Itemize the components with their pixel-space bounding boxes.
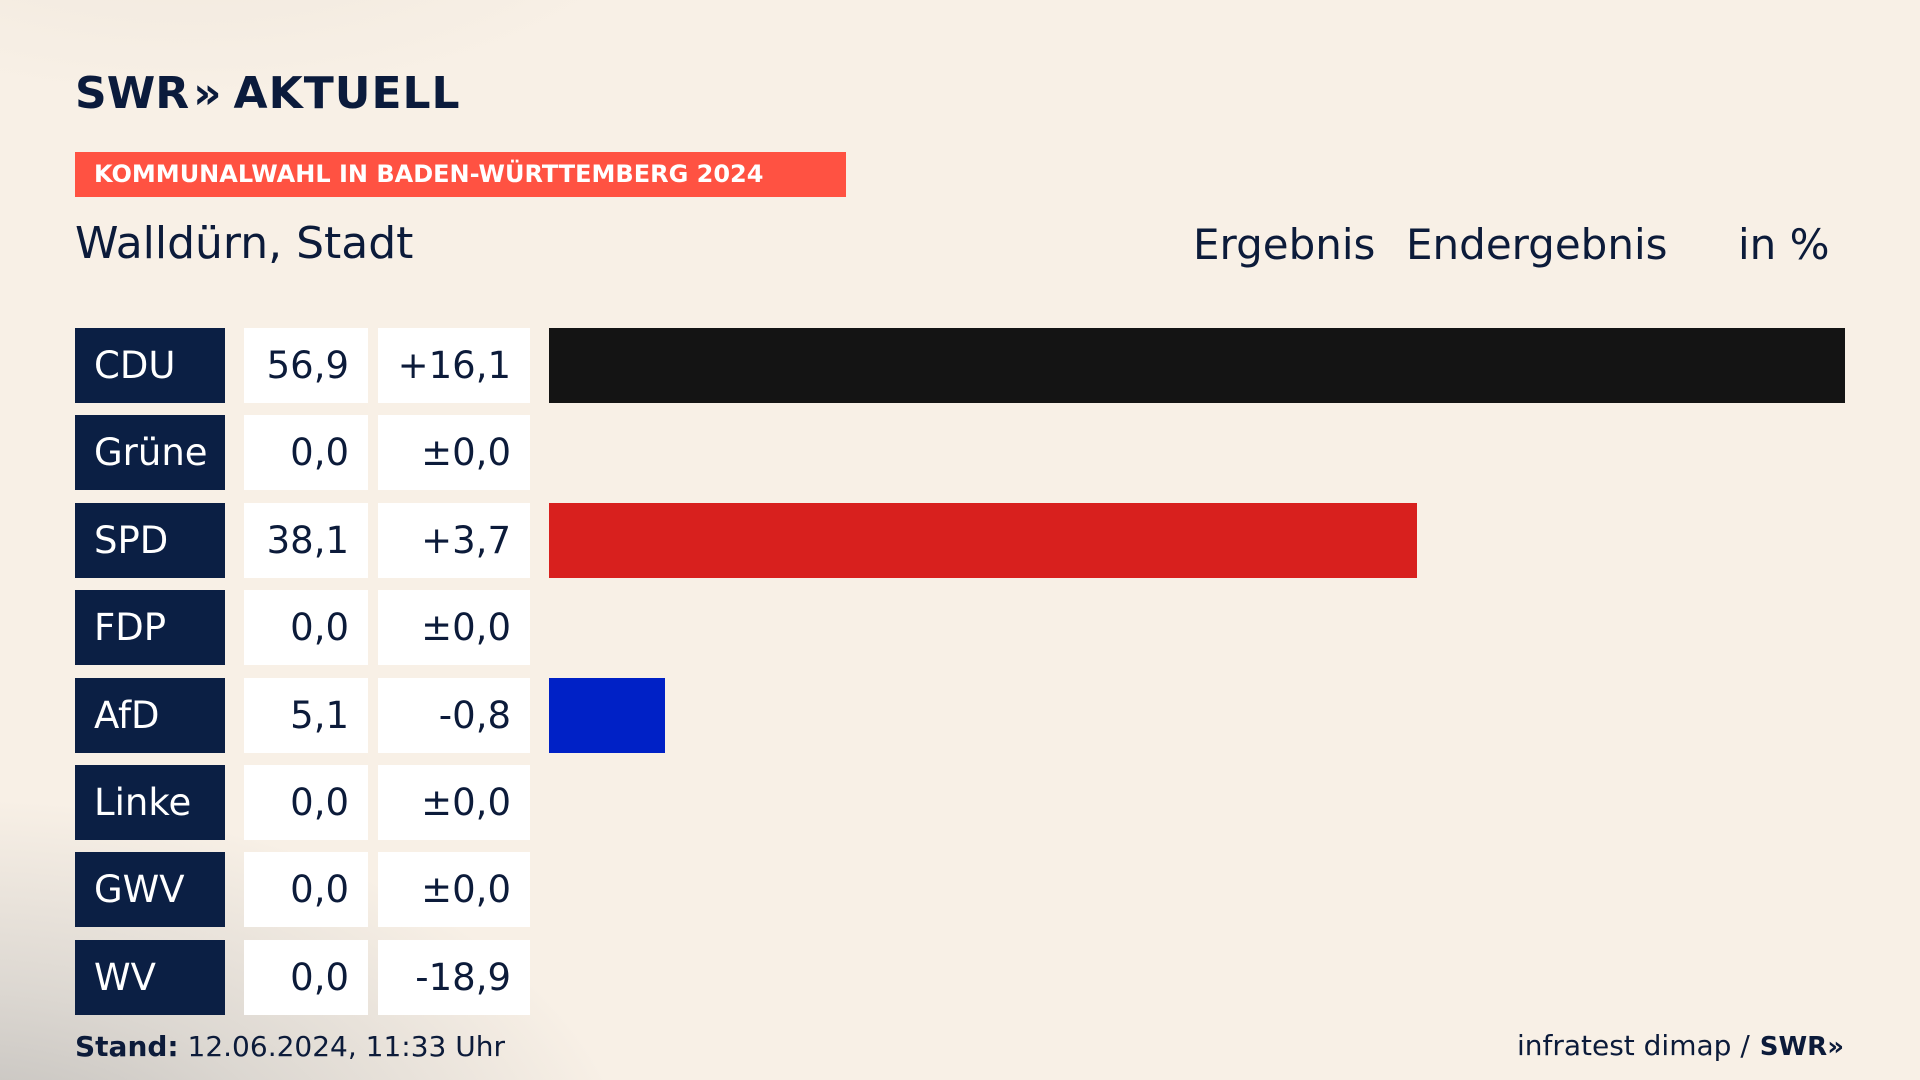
party-label: FDP [75, 590, 225, 666]
change-value: ±0,0 [378, 852, 530, 928]
result-bar [549, 328, 1845, 403]
party-label: Linke [75, 765, 225, 840]
timestamp-value: 12.06.2024, 11:33 Uhr [187, 1030, 505, 1063]
result-row: Linke 0,0 ±0,0 [75, 765, 1845, 840]
change-value: -0,8 [378, 677, 530, 753]
change-value: -18,9 [378, 939, 530, 1015]
party-label: Grüne [75, 415, 225, 491]
party-label: GWV [75, 852, 225, 928]
header-unit: in % [1738, 220, 1830, 269]
swr-aktuell-logo: SWR » AKTUELL [75, 67, 461, 119]
result-value: 0,0 [244, 852, 368, 928]
header-result: Ergebnis [1193, 220, 1376, 269]
party-label: WV [75, 939, 225, 1015]
result-row: Grüne 0,0 ±0,0 [75, 415, 1845, 491]
header-final: Endergebnis [1406, 220, 1668, 269]
result-value: 5,1 [244, 677, 368, 753]
logo-chevrons-icon: » [193, 67, 222, 119]
swr-small-logo: SWR» [1759, 1032, 1844, 1062]
result-value: 0,0 [244, 939, 368, 1015]
election-banner: KOMMUNALWAHL IN BADEN-WÜRTTEMBERG 2024 [75, 152, 846, 197]
change-value: ±0,0 [378, 765, 530, 840]
result-row: SPD 38,1 +3,7 [75, 502, 1845, 578]
timestamp: Stand: 12.06.2024, 11:33 Uhr [75, 1030, 505, 1063]
result-value: 0,0 [244, 415, 368, 491]
logo-product: AKTUELL [233, 67, 461, 119]
result-row: GWV 0,0 ±0,0 [75, 852, 1845, 928]
result-value: 0,0 [244, 765, 368, 840]
change-value: ±0,0 [378, 415, 530, 491]
change-value: +3,7 [378, 502, 530, 578]
logo-brand: SWR [75, 67, 190, 119]
change-value: ±0,0 [378, 590, 530, 666]
party-label: AfD [75, 677, 225, 753]
result-value: 56,9 [244, 328, 368, 403]
result-bar [549, 502, 1417, 578]
source-text: infratest dimap / [1516, 1029, 1750, 1062]
timestamp-label: Stand: [75, 1030, 179, 1063]
result-bar [549, 677, 666, 753]
result-row: FDP 0,0 ±0,0 [75, 590, 1845, 666]
change-value: +16,1 [378, 328, 530, 403]
result-row: CDU 56,9 +16,1 [75, 328, 1845, 403]
place-title: Walldürn, Stadt [75, 218, 414, 269]
source-credit: infratest dimap / SWR» [1517, 1029, 1844, 1062]
party-label: SPD [75, 502, 225, 578]
result-row: WV 0,0 -18,9 [75, 939, 1845, 1015]
result-value: 38,1 [244, 502, 368, 578]
result-row: AfD 5,1 -0,8 [75, 677, 1845, 753]
result-value: 0,0 [244, 590, 368, 666]
party-label: CDU [75, 328, 225, 403]
